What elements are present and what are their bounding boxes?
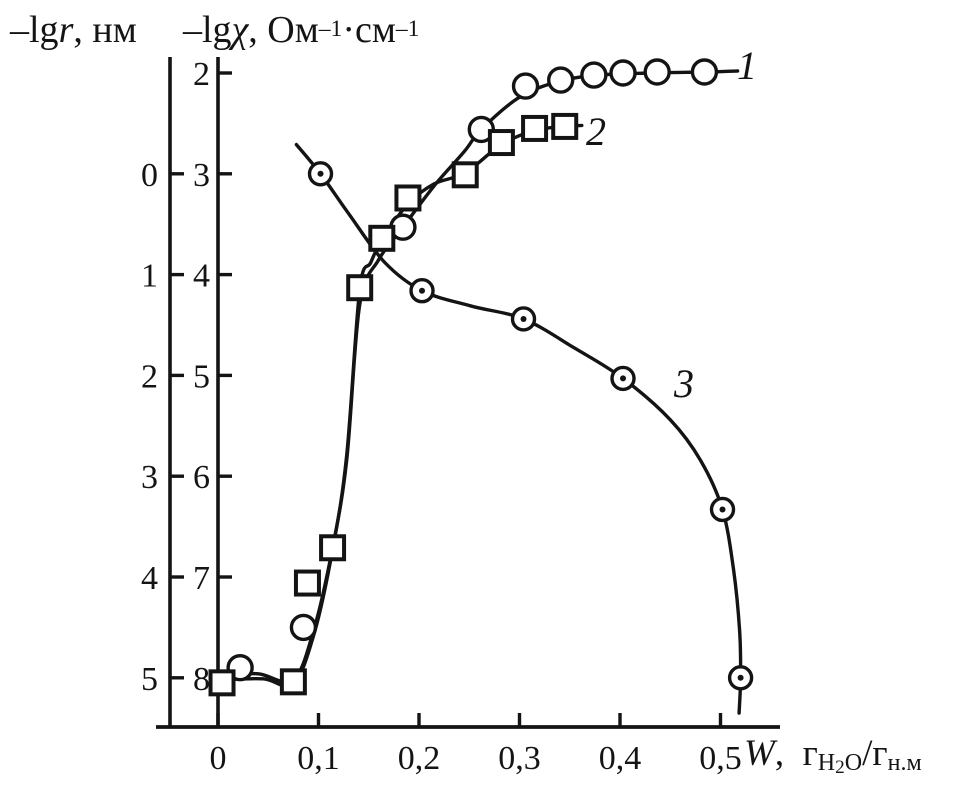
- y-axis-right-title: –lgχ, Ом–1·см–1: [183, 8, 419, 52]
- y-left-tick-label: 4: [141, 560, 158, 597]
- y-right-tick-label: 8: [193, 661, 210, 698]
- dot-circle-center-dot: [419, 287, 426, 294]
- x-tick-label: 0: [210, 740, 227, 777]
- y-left-tick-label: 2: [141, 358, 158, 395]
- x-tick-label: 0,4: [599, 740, 642, 777]
- y-right-title-unit2: см: [354, 9, 396, 51]
- square-marker: [521, 114, 549, 142]
- circle-marker: [547, 66, 575, 94]
- circle-marker: [580, 61, 608, 89]
- square-marker: [551, 112, 579, 140]
- x-title-sub-nm: н.м: [887, 750, 922, 776]
- y-right-tick-label: 2: [193, 56, 210, 93]
- middle-dot: ·: [342, 9, 355, 51]
- square-marker: [368, 224, 396, 252]
- dot-circle-center-dot: [317, 170, 324, 177]
- x-tick-label: 0,2: [398, 740, 441, 777]
- circle-marker: [690, 58, 719, 86]
- y-right-title-sup2: –1: [395, 16, 420, 42]
- y-right-tick-label: 5: [193, 358, 210, 395]
- curve-line-3: [294, 142, 743, 715]
- circle-marker: [609, 59, 637, 87]
- y-axis-left-title: –lgr, нм: [10, 8, 137, 52]
- square-marker: [394, 184, 422, 212]
- circle-marker: [643, 58, 671, 86]
- square-marker: [293, 569, 321, 597]
- y-left-title-variable: r: [58, 9, 74, 51]
- dot-circle-center-dot: [520, 315, 527, 322]
- dot-circle-center-dot: [719, 506, 726, 513]
- dot-circle-center-dot: [737, 674, 744, 681]
- x-title-slash: /: [862, 733, 873, 774]
- y-right-title-variable: χ: [231, 9, 249, 51]
- y-right-tick-label: 6: [193, 459, 210, 496]
- y-right-tick-label: 7: [193, 560, 210, 597]
- square-marker: [346, 274, 374, 302]
- y-left-tick-label: 3: [141, 459, 158, 496]
- y-right-title-prefix: –lg: [183, 9, 232, 51]
- x-title-variable: W: [744, 733, 775, 774]
- y-left-tick-label: 1: [141, 258, 158, 295]
- square-marker: [451, 161, 479, 189]
- y-right-title-unit1: Ом: [267, 9, 319, 51]
- y-left-tick-label: 5: [141, 661, 158, 698]
- x-axis-title: W, гH2O/гн.м: [744, 732, 922, 779]
- x-tick-label: 0,1: [297, 740, 340, 777]
- square-marker: [487, 129, 515, 157]
- x-title-sub-h2o: H2O: [817, 750, 863, 778]
- square-marker: [208, 669, 236, 697]
- x-title-comma: ,: [774, 733, 785, 774]
- x-tick-label: 0,5: [699, 740, 742, 777]
- y-right-tick-label: 3: [193, 157, 210, 194]
- curve-label-1: 1: [737, 43, 757, 88]
- y-right-title-comma: ,: [248, 9, 268, 51]
- curve-label-2: 2: [586, 109, 606, 154]
- y-left-title-prefix: –lg: [10, 9, 59, 51]
- y-right-title-sup1: –1: [318, 16, 343, 42]
- square-marker: [319, 534, 347, 562]
- circle-marker: [289, 613, 318, 642]
- dot-circle-center-dot: [620, 375, 627, 382]
- y-right-tick-label: 4: [193, 258, 210, 295]
- y-left-tick-label: 0: [141, 157, 158, 194]
- x-title-g1: г: [802, 733, 818, 774]
- circle-marker: [511, 72, 540, 100]
- y-left-title-unit: , нм: [73, 9, 137, 51]
- x-title-g2: г: [872, 733, 888, 774]
- curve-label-3: 3: [674, 361, 694, 406]
- x-tick-label: 0,3: [498, 740, 541, 777]
- square-marker: [279, 668, 307, 696]
